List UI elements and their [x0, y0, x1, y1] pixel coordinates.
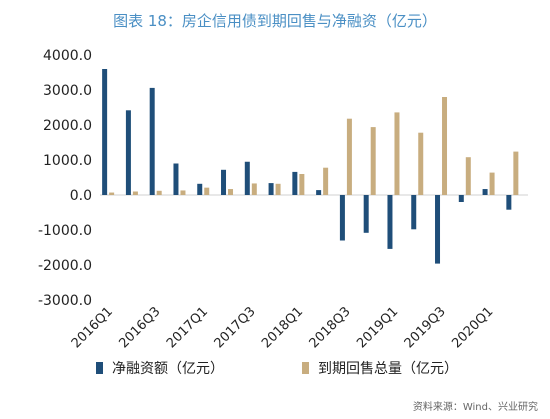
net-financing-bar: [102, 69, 108, 195]
source-note: 资料来源：Wind、兴业研究: [412, 402, 538, 413]
net-financing-bar: [221, 169, 227, 195]
maturity-putback-bar: [346, 118, 352, 195]
net-financing-bar: [339, 195, 345, 241]
y-tick-label: -1000.0: [38, 223, 92, 239]
bars: [102, 69, 519, 264]
maturity-putback-bar: [228, 189, 234, 195]
maturity-putback-bar: [132, 191, 138, 195]
y-tick-label: -2000.0: [38, 258, 92, 274]
x-tick-label: 2019Q1: [354, 304, 401, 351]
chart-title: 图表 18：房企信用债到期回售与净融资（亿元）: [113, 12, 437, 30]
maturity-putback-bar: [156, 190, 162, 195]
x-tick-label: 2017Q1: [164, 304, 211, 351]
x-tick-label: 2016Q3: [116, 304, 163, 351]
net-financing-bar: [292, 171, 298, 195]
net-financing-bar: [197, 183, 203, 195]
net-financing-bar: [482, 189, 488, 195]
y-tick-label: 2000.0: [43, 118, 92, 134]
net-financing-bar: [244, 161, 250, 195]
x-axis-labels: 2016Q1 2016Q3 2017Q1 2017Q3 2018Q1 2018Q3 2019…: [69, 304, 497, 351]
net-financing-bar: [125, 110, 131, 195]
net-financing-bar: [316, 190, 322, 195]
net-financing-bar: [149, 87, 155, 195]
maturity-putback-bar: [465, 157, 471, 195]
net-financing-bar: [506, 195, 512, 210]
x-tick-label: 2019Q3: [402, 304, 449, 351]
maturity-putback-bar: [442, 97, 448, 195]
net-financing-bar: [458, 195, 464, 202]
legend-swatch-maturity-putback: [302, 362, 309, 374]
maturity-putback-bar: [418, 132, 424, 195]
y-axis-labels: 4000.0 3000.0 2000.0 1000.0 0.0 -1000.0 -2000.…: [38, 48, 92, 309]
maturity-putback-bar: [180, 190, 186, 195]
net-financing-bar: [363, 195, 369, 233]
net-financing-bar: [173, 163, 179, 195]
y-tick-label: 0.0: [70, 188, 92, 204]
y-tick-label: 1000.0: [43, 153, 92, 169]
x-tick-label: 2018Q3: [307, 304, 354, 351]
legend-swatch-net-financing: [96, 362, 103, 374]
maturity-putback-bar: [323, 167, 329, 195]
y-tick-label: -3000.0: [38, 293, 92, 309]
maturity-putback-bar: [513, 151, 519, 195]
maturity-putback-bar: [275, 183, 281, 195]
maturity-putback-bar: [204, 187, 210, 195]
net-financing-bar: [411, 195, 417, 230]
maturity-putback-bar: [370, 127, 376, 195]
legend-label-net-financing: 净融资额（亿元）: [112, 361, 224, 377]
y-tick-label: 4000.0: [43, 48, 92, 64]
x-tick-label: 2016Q1: [69, 304, 116, 351]
net-financing-bar: [435, 195, 441, 264]
maturity-putback-bar: [109, 192, 115, 195]
x-tick-label: 2018Q1: [259, 304, 306, 351]
maturity-putback-bar: [299, 174, 305, 195]
net-financing-bar: [268, 183, 274, 195]
net-financing-bar: [387, 195, 393, 249]
maturity-putback-bar: [251, 183, 257, 195]
y-tick-label: 3000.0: [43, 83, 92, 99]
x-tick-label: 2017Q3: [212, 304, 259, 351]
legend: 净融资额（亿元） 到期回售总量（亿元）: [96, 361, 458, 377]
legend-label-maturity-putback: 到期回售总量（亿元）: [318, 361, 458, 377]
maturity-putback-bar: [489, 172, 495, 195]
x-tick-label: 2020Q1: [449, 304, 496, 351]
maturity-putback-bar: [394, 112, 400, 195]
